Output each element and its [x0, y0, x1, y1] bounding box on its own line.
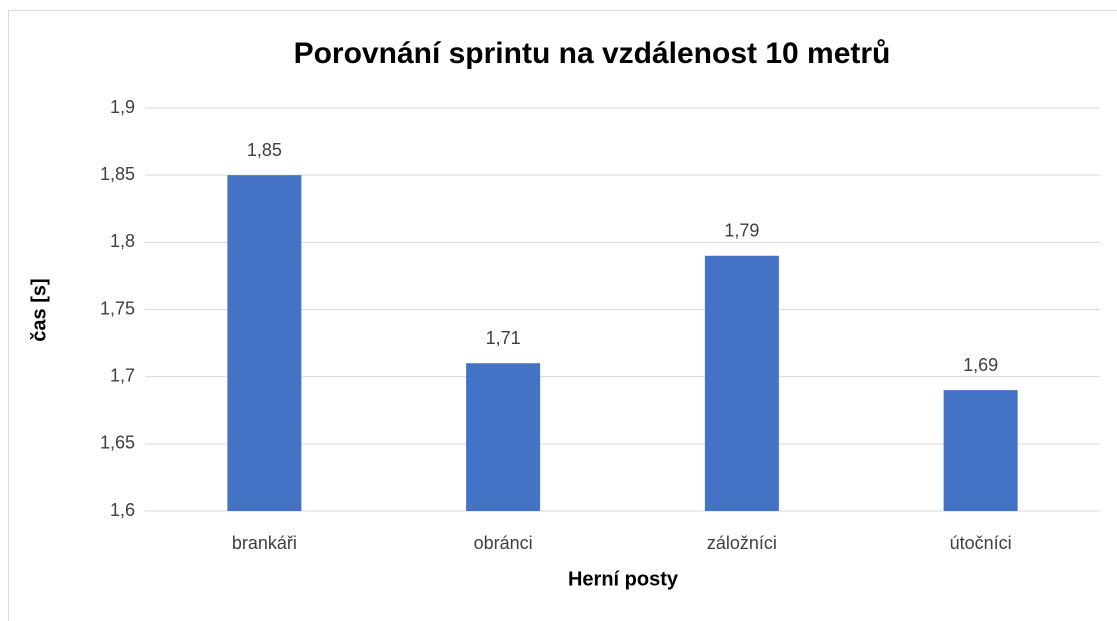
- y-tick-label: 1,6: [110, 500, 135, 520]
- x-tick-label: záložníci: [707, 533, 777, 553]
- value-label: 1,69: [963, 355, 998, 375]
- y-axis-label: čas [s]: [28, 278, 50, 341]
- bar: [704, 255, 779, 511]
- chart-border: [8, 10, 1117, 621]
- bar: [227, 175, 302, 511]
- x-axis-label: Herní posty: [568, 568, 679, 590]
- y-tick-label: 1,7: [110, 365, 135, 385]
- y-tick-label: 1,65: [100, 433, 135, 453]
- x-tick-label: obránci: [474, 533, 533, 553]
- value-label: 1,85: [247, 140, 282, 160]
- chart-title: Porovnání sprintu na vzdálenost 10 metrů: [294, 37, 891, 70]
- bar: [466, 363, 541, 511]
- y-tick-label: 1,8: [110, 231, 135, 251]
- value-label: 1,79: [724, 221, 759, 241]
- y-tick-label: 1,75: [100, 298, 135, 318]
- x-tick-label: brankáři: [232, 533, 297, 553]
- y-tick-label: 1,85: [100, 164, 135, 184]
- y-tick-label: 1,9: [110, 97, 135, 117]
- value-label: 1,71: [486, 328, 521, 348]
- bar: [943, 390, 1018, 511]
- x-tick-label: útočníci: [950, 533, 1012, 553]
